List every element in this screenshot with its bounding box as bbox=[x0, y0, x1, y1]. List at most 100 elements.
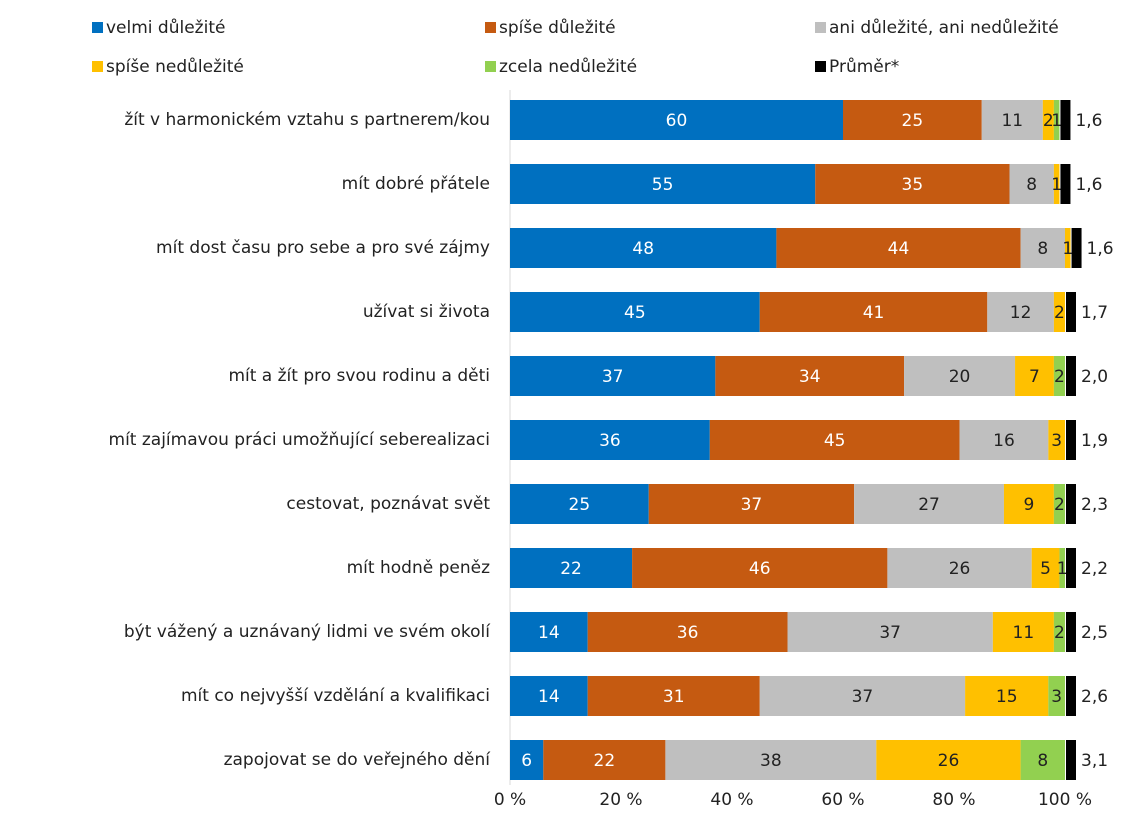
value-label: 1 bbox=[1057, 559, 1068, 579]
bar-segment bbox=[1059, 548, 1065, 588]
value-label: 45 bbox=[824, 431, 846, 451]
bar-segment bbox=[1042, 100, 1054, 140]
value-label: 12 bbox=[1010, 303, 1032, 323]
bar-segment bbox=[1053, 164, 1060, 204]
value-label: 37 bbox=[852, 687, 874, 707]
bar-segment bbox=[787, 612, 993, 652]
category-label: mít zajímavou práci umožňující sebereali… bbox=[109, 430, 490, 450]
bar-segment bbox=[510, 356, 716, 396]
bar-segment bbox=[1053, 100, 1060, 140]
average-label: 2,3 bbox=[1081, 495, 1108, 515]
average-label: 1,6 bbox=[1075, 111, 1102, 131]
value-label: 5 bbox=[1040, 559, 1051, 579]
average-marker bbox=[1066, 740, 1076, 780]
average-label: 3,1 bbox=[1081, 751, 1108, 771]
bar-segment bbox=[1053, 356, 1065, 396]
x-tick-label: 100 % bbox=[1038, 790, 1092, 810]
bar-segment bbox=[587, 676, 760, 716]
bar-segment bbox=[510, 292, 760, 332]
value-label: 55 bbox=[652, 175, 674, 195]
value-label: 36 bbox=[677, 623, 699, 643]
bar-segment bbox=[987, 292, 1054, 332]
value-label: 15 bbox=[996, 687, 1018, 707]
x-tick-label: 80 % bbox=[932, 790, 975, 810]
average-label: 1,6 bbox=[1075, 175, 1102, 195]
average-marker bbox=[1066, 356, 1076, 396]
legend-label: Průměr* bbox=[829, 57, 899, 77]
bar-segment bbox=[510, 676, 588, 716]
legend-swatch bbox=[92, 22, 103, 33]
bar-segment bbox=[510, 612, 588, 652]
average-marker bbox=[1066, 548, 1076, 588]
bar-segment bbox=[1053, 612, 1065, 652]
x-tick-label: 20 % bbox=[599, 790, 642, 810]
value-label: 6 bbox=[521, 751, 532, 771]
value-label: 36 bbox=[599, 431, 621, 451]
bar-segment bbox=[510, 100, 843, 140]
bar-segment bbox=[1015, 356, 1054, 396]
category-label: mít dobré přátele bbox=[342, 174, 490, 194]
average-marker bbox=[1071, 228, 1082, 268]
bar-segment bbox=[776, 228, 1021, 268]
bar-segment bbox=[648, 484, 855, 524]
bar-segment bbox=[1020, 740, 1065, 780]
bar-segment bbox=[510, 228, 777, 268]
legend-swatch bbox=[815, 61, 826, 72]
value-label: 44 bbox=[888, 239, 910, 259]
bar-segment bbox=[1009, 164, 1054, 204]
value-label: 45 bbox=[624, 303, 646, 323]
bar-segment bbox=[1031, 548, 1060, 588]
value-label: 22 bbox=[594, 751, 616, 771]
bar-segment bbox=[854, 484, 1004, 524]
average-label: 2,6 bbox=[1081, 687, 1108, 707]
value-label: 14 bbox=[538, 623, 560, 643]
category-label: mít hodně peněz bbox=[347, 558, 490, 578]
average-marker bbox=[1060, 164, 1071, 204]
value-label: 1 bbox=[1062, 239, 1073, 259]
value-label: 31 bbox=[663, 687, 685, 707]
bar-segment bbox=[510, 548, 633, 588]
legend-swatch bbox=[815, 22, 826, 33]
bar-segment bbox=[510, 420, 710, 460]
value-label: 8 bbox=[1037, 751, 1048, 771]
average-label: 2,2 bbox=[1081, 559, 1108, 579]
value-label: 2 bbox=[1054, 495, 1065, 515]
bar-segment bbox=[1048, 676, 1065, 716]
average-label: 2,0 bbox=[1081, 367, 1108, 387]
average-label: 1,9 bbox=[1081, 431, 1108, 451]
bar-segment bbox=[715, 356, 905, 396]
bar-segment bbox=[1048, 420, 1065, 460]
value-label: 35 bbox=[902, 175, 924, 195]
value-label: 27 bbox=[918, 495, 940, 515]
value-label: 2 bbox=[1054, 367, 1065, 387]
bar-segment bbox=[510, 164, 816, 204]
category-label: být vážený a uznávaný lidmi ve svém okol… bbox=[124, 622, 491, 642]
value-label: 34 bbox=[799, 367, 821, 387]
bar-segment bbox=[1065, 228, 1071, 268]
bar-segment bbox=[1053, 484, 1065, 524]
value-label: 7 bbox=[1029, 367, 1040, 387]
average-marker bbox=[1066, 612, 1076, 652]
value-label: 2 bbox=[1054, 303, 1065, 323]
value-label: 22 bbox=[560, 559, 582, 579]
value-label: 2 bbox=[1043, 111, 1054, 131]
legend-swatch bbox=[485, 22, 496, 33]
legend-label: velmi důležité bbox=[106, 18, 225, 38]
value-label: 3 bbox=[1051, 431, 1062, 451]
value-label: 20 bbox=[949, 367, 971, 387]
average-label: 1,7 bbox=[1081, 303, 1108, 323]
value-label: 9 bbox=[1024, 495, 1035, 515]
value-label: 37 bbox=[741, 495, 763, 515]
value-label: 60 bbox=[666, 111, 688, 131]
bar-segment bbox=[1020, 228, 1065, 268]
bar-segment bbox=[843, 100, 982, 140]
value-label: 3 bbox=[1051, 687, 1062, 707]
value-label: 48 bbox=[632, 239, 654, 259]
bar-segment bbox=[759, 292, 988, 332]
category-label: mít dost času pro sebe a pro své zájmy bbox=[156, 238, 490, 258]
value-label: 37 bbox=[602, 367, 624, 387]
legend-label: spíše důležité bbox=[499, 18, 616, 38]
bar-segment bbox=[632, 548, 888, 588]
value-label: 26 bbox=[938, 751, 960, 771]
